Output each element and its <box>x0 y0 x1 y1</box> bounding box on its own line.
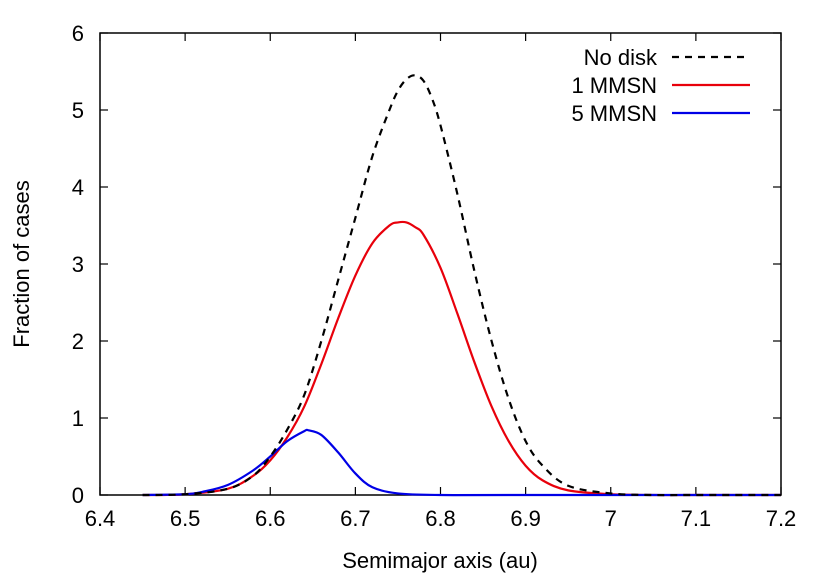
x-tick-label: 7 <box>605 506 617 531</box>
x-tick-label: 6.6 <box>255 506 286 531</box>
series-line-no-disk <box>142 74 781 497</box>
x-tick-label: 6.7 <box>340 506 371 531</box>
y-tick-label: 4 <box>72 175 84 200</box>
legend-label: 1 MMSN <box>571 73 657 98</box>
x-tick-label: 7.2 <box>766 506 797 531</box>
x-tick-label: 6.4 <box>85 506 116 531</box>
series-lines <box>142 74 781 497</box>
x-tick-label: 6.5 <box>170 506 201 531</box>
y-tick-label: 2 <box>72 329 84 354</box>
series-line-5-mmsn <box>142 428 781 497</box>
legend: No disk 1 MMSN 5 MMSN <box>571 45 750 126</box>
x-axis-title: Semimajor axis (au) <box>342 548 538 573</box>
y-tick-label: 5 <box>72 98 84 123</box>
legend-label: 5 MMSN <box>571 101 657 126</box>
x-tick-label: 7.1 <box>681 506 712 531</box>
y-tick-label: 1 <box>72 406 84 431</box>
y-tick-label: 3 <box>72 252 84 277</box>
series-line-1-mmsn <box>142 220 781 497</box>
y-axis-title: Fraction of cases <box>9 180 34 348</box>
plot-frame <box>99 32 782 496</box>
x-tick-label: 6.9 <box>510 506 541 531</box>
x-tick-label: 6.8 <box>425 506 456 531</box>
axis-ticks: 6.4 6.5 6.6 6.7 6.8 6.9 7 7.1 7.2 0 1 2 3 4 5 6 <box>72 21 797 531</box>
y-tick-label: 6 <box>72 21 84 46</box>
y-tick-label: 0 <box>72 483 84 508</box>
legend-label: No disk <box>584 45 658 70</box>
